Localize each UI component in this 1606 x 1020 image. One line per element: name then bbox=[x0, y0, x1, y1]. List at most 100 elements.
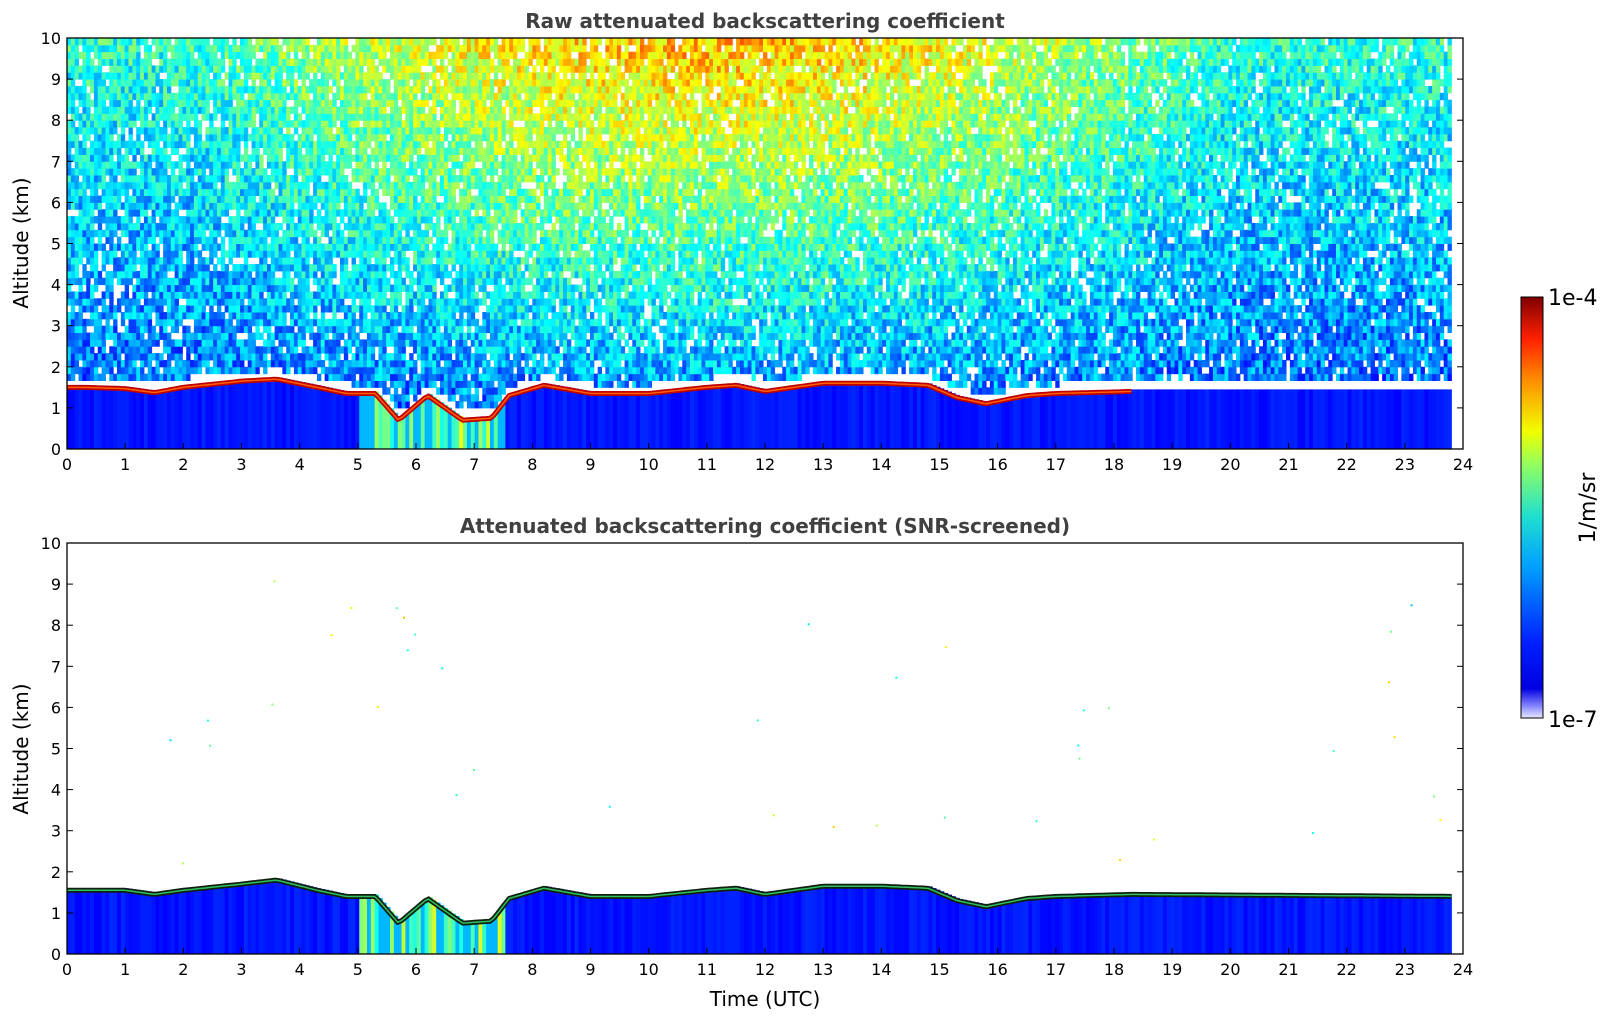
noise-cell bbox=[190, 106, 195, 114]
noise-cell bbox=[416, 44, 422, 53]
noise-cell bbox=[140, 175, 145, 183]
noise-cell bbox=[140, 113, 145, 121]
noise-cell bbox=[270, 106, 276, 114]
noise-cell bbox=[316, 85, 322, 94]
noise-cell bbox=[343, 264, 349, 272]
noise-cell bbox=[490, 99, 495, 107]
noise-cell bbox=[397, 188, 403, 197]
noise-cell bbox=[478, 154, 483, 162]
noise-cell bbox=[440, 380, 445, 388]
noise-cell bbox=[382, 85, 387, 94]
noise-cell bbox=[474, 250, 479, 258]
noise-cell bbox=[397, 236, 403, 244]
noise-cell bbox=[78, 318, 83, 327]
noise-cell bbox=[124, 359, 130, 368]
noise-cell bbox=[463, 154, 468, 162]
noise-cell bbox=[436, 51, 441, 60]
noise-cell bbox=[336, 236, 341, 244]
noise-cell bbox=[286, 140, 291, 149]
noise-cell bbox=[409, 332, 414, 340]
noise-cell bbox=[266, 325, 272, 334]
noise-cell bbox=[278, 168, 283, 176]
noise-cell bbox=[278, 181, 283, 190]
noise-cell bbox=[305, 168, 310, 176]
noise-cell bbox=[397, 106, 403, 114]
noise-cell bbox=[393, 401, 399, 409]
noise-cell bbox=[478, 236, 483, 244]
noise-cell bbox=[297, 133, 303, 142]
noise-cell bbox=[451, 257, 456, 265]
noise-cell bbox=[286, 359, 291, 368]
noise-cell bbox=[320, 127, 326, 135]
noise-cell bbox=[82, 222, 87, 231]
noise-cell bbox=[170, 250, 176, 258]
noise-cell bbox=[251, 346, 256, 354]
noise-cell bbox=[124, 106, 130, 114]
noise-cell bbox=[436, 270, 441, 279]
noise-cell bbox=[309, 359, 314, 368]
noise-cell bbox=[205, 38, 210, 46]
noise-cell bbox=[251, 147, 256, 155]
noise-cell bbox=[166, 318, 172, 327]
noise-cell bbox=[205, 72, 210, 80]
noise-cell bbox=[382, 120, 387, 128]
noise-cell bbox=[205, 147, 210, 155]
noise-cell bbox=[205, 270, 210, 279]
noise-cell bbox=[70, 44, 76, 53]
noise-cell bbox=[490, 175, 495, 183]
noise-cell bbox=[393, 51, 399, 60]
noise-cell bbox=[93, 154, 99, 162]
noise-cell bbox=[409, 44, 414, 53]
noise-cell bbox=[201, 58, 206, 66]
noise-cell bbox=[128, 85, 133, 94]
noise-cell bbox=[332, 120, 337, 128]
noise-cell bbox=[155, 277, 160, 286]
noise-cell bbox=[236, 243, 241, 251]
noise-cell bbox=[143, 181, 149, 190]
noise-cell bbox=[70, 353, 76, 361]
noise-cell bbox=[236, 51, 241, 60]
noise-cell bbox=[336, 339, 341, 347]
noise-cell bbox=[67, 79, 72, 87]
noise-cell bbox=[401, 312, 406, 320]
noise-cell bbox=[424, 44, 429, 53]
noise-cell bbox=[136, 243, 141, 251]
noise-cell bbox=[120, 264, 126, 272]
noise-cell bbox=[143, 270, 149, 279]
noise-cell bbox=[436, 188, 441, 197]
noise-cell bbox=[405, 38, 410, 46]
noise-cell bbox=[186, 270, 191, 279]
noise-cell bbox=[163, 188, 168, 197]
noise-cell bbox=[132, 154, 137, 162]
noise-cell bbox=[470, 79, 476, 87]
noise-cell bbox=[78, 140, 83, 149]
noise-cell bbox=[290, 202, 295, 210]
noise-cell bbox=[213, 106, 218, 114]
noise-cell bbox=[232, 92, 237, 101]
noise-cell bbox=[374, 222, 379, 231]
noise-cell bbox=[320, 188, 326, 197]
noise-cell bbox=[113, 216, 118, 224]
noise-cell bbox=[266, 85, 272, 94]
noise-cell bbox=[336, 229, 341, 238]
noise-cell bbox=[232, 58, 237, 66]
noise-cell bbox=[424, 195, 429, 203]
noise-cell bbox=[93, 127, 99, 135]
noise-cell bbox=[409, 168, 414, 176]
noise-cell bbox=[359, 298, 364, 306]
noise-cell bbox=[390, 394, 395, 402]
noise-cell bbox=[416, 277, 422, 286]
noise-cell bbox=[390, 366, 395, 375]
noise-cell bbox=[209, 195, 214, 203]
noise-cell bbox=[463, 359, 468, 368]
noise-cell bbox=[178, 216, 183, 224]
noise-cell bbox=[270, 161, 276, 169]
noise-cell bbox=[86, 92, 91, 101]
noise-cell bbox=[455, 325, 460, 334]
noise-cell bbox=[186, 243, 191, 251]
noise-cell bbox=[351, 106, 356, 114]
noise-cell bbox=[116, 79, 122, 87]
noise-cell bbox=[305, 161, 310, 169]
noise-cell bbox=[78, 229, 83, 238]
noise-cell bbox=[474, 209, 479, 217]
